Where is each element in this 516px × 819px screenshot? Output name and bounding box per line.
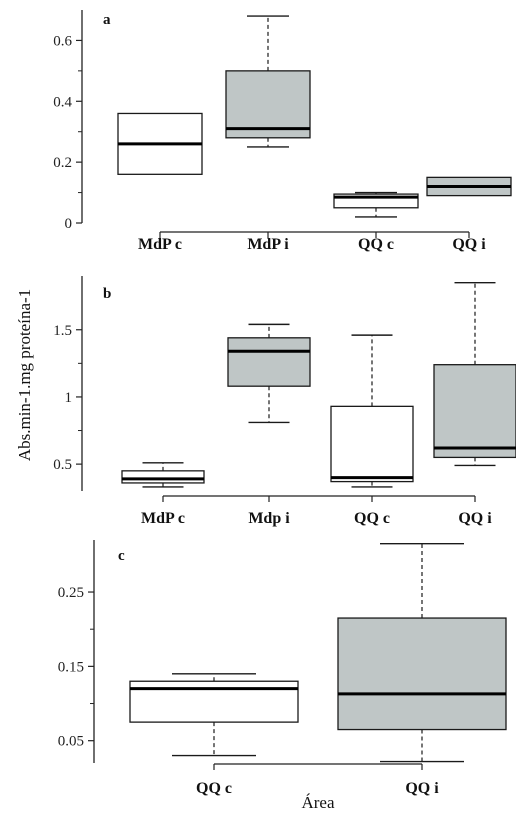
- box-a-1: [225, 70, 311, 139]
- category-label-a-2: QQ c: [358, 236, 394, 253]
- y-tick-label-a-1: 0.2: [53, 155, 72, 171]
- category-label-a-3: QQ i: [452, 236, 486, 253]
- category-label-b-3: QQ i: [458, 510, 492, 527]
- category-label-c-0: QQ c: [196, 780, 232, 797]
- box-b-2: [330, 405, 414, 483]
- category-label-b-2: QQ c: [354, 510, 390, 527]
- panel-letter-c: c: [118, 548, 125, 564]
- y-tick-label-c-2: 0.25: [58, 585, 84, 601]
- y-tick-label-c-1: 0.15: [58, 659, 84, 675]
- x-axis-title: Área: [301, 793, 334, 812]
- category-label-b-1: Mdp i: [248, 510, 290, 527]
- y-tick-label-b-0: 0.5: [53, 457, 72, 473]
- y-tick-label-a-0: 0: [65, 216, 73, 232]
- y-tick-label-b-1: 1: [65, 390, 73, 406]
- box-b-1: [227, 337, 311, 387]
- y-tick-label-b-2: 1.5: [53, 323, 72, 339]
- category-label-a-0: MdP c: [138, 236, 182, 253]
- y-tick-label-a-2: 0.4: [53, 94, 72, 110]
- panel-letter-a: a: [103, 12, 111, 28]
- box-b-3: [433, 364, 516, 459]
- panel-letter-b: b: [103, 286, 111, 302]
- category-label-c-1: QQ i: [405, 780, 439, 797]
- box-c-1: [337, 617, 507, 731]
- category-label-a-1: MdP i: [247, 236, 289, 253]
- y-tick-label-a-3: 0.6: [53, 33, 72, 49]
- category-label-b-0: MdP c: [141, 510, 185, 527]
- box-b-0: [121, 470, 205, 484]
- y-axis-title: Abs.min-1.mg proteína-1: [15, 289, 34, 461]
- y-tick-label-c-0: 0.05: [58, 734, 84, 750]
